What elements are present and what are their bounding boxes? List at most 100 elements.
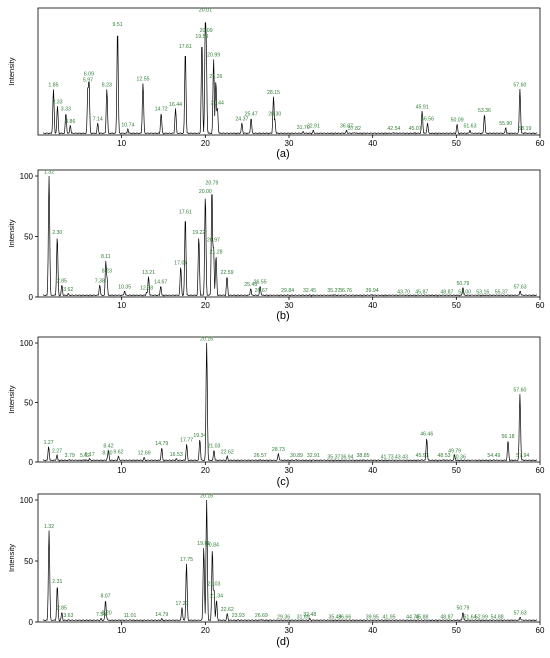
peak-label: 20.09 <box>200 28 213 34</box>
peak-label: 21.28 <box>210 249 223 255</box>
peak-label: 17.77 <box>180 438 193 444</box>
peak-label: 8.42 <box>103 444 113 450</box>
peak-label: 22.62 <box>221 607 234 613</box>
peak-label: 17.61 <box>179 44 192 50</box>
peak-label: 20.16 <box>200 494 213 500</box>
peak-label: 8.23 <box>102 83 112 89</box>
peak-label: 29.84 <box>281 288 294 294</box>
peak-label: 1.27 <box>44 440 54 446</box>
peak-label: 45.91 <box>416 453 429 459</box>
peak-label: 35.37 <box>327 288 340 294</box>
peak-label: 57.63 <box>514 284 527 290</box>
peak-label: 46.56 <box>421 116 434 122</box>
panel-caption: (c) <box>277 476 290 488</box>
peak-label: 3.63 <box>63 613 73 619</box>
y-tick-label: 50 <box>24 557 33 566</box>
peak-label: 49.79 <box>448 448 461 454</box>
plot-frame <box>37 493 541 623</box>
peak-label: 8.23 <box>102 269 112 275</box>
peak-label: 50.79 <box>456 281 469 287</box>
peak-label: 1.85 <box>48 83 58 89</box>
chromatogram-panel: 1.32 2.30 2.85 3.62 7.38 8.11 8.23 10.35 12.98 13… <box>7 170 545 323</box>
peak-label: 6.17 <box>85 452 95 458</box>
peak-label: 2.27 <box>52 448 62 454</box>
peak-label: 2.85 <box>57 278 67 284</box>
peak-label: 50.79 <box>456 606 469 612</box>
peak-label: 5.62 <box>80 453 90 459</box>
x-tick-label: 60 <box>536 466 545 475</box>
peak-label: 50.09 <box>451 118 464 124</box>
peak-label: 29.36 <box>277 614 290 620</box>
x-tick-label: 40 <box>368 139 377 148</box>
peak-label: 19.59 <box>195 34 208 40</box>
peak-label: 20.79 <box>205 180 218 186</box>
peak-label: 42.54 <box>387 126 400 132</box>
peak-label: 36.87 <box>340 124 353 130</box>
peak-label: 57.63 <box>514 611 527 617</box>
peak-label: 2.31 <box>52 579 62 585</box>
peak-label: 45.07 <box>409 126 422 132</box>
peak-label: 46.46 <box>420 432 433 438</box>
peak-label: 7.38 <box>95 278 105 284</box>
peak-label: 51.00 <box>458 289 471 295</box>
peak-label: 36.76 <box>339 288 352 294</box>
peak-label: 5.97 <box>83 78 93 84</box>
x-tick-label: 50 <box>452 139 461 148</box>
peak-label: 43.70 <box>397 289 410 295</box>
peak-label: 7.14 <box>93 116 103 122</box>
peak-label: 6.09 <box>84 72 94 78</box>
y-tick-label: 100 <box>20 172 34 181</box>
peak-label: 45.91 <box>416 104 429 110</box>
peak-label: 13.21 <box>142 270 155 276</box>
peak-label: 44.78 <box>406 614 419 620</box>
peak-label: 11.01 <box>124 613 137 619</box>
panel-caption: (a) <box>276 148 289 160</box>
peak-label: 39.95 <box>366 614 379 620</box>
peak-label: 17.61 <box>179 209 192 215</box>
x-tick-label: 30 <box>285 301 294 310</box>
peak-label: 19.22 <box>192 230 205 236</box>
y-tick-label: 100 <box>20 339 34 348</box>
peak-label: 52.99 <box>475 614 488 620</box>
x-tick-label: 30 <box>285 466 294 475</box>
x-tick-label: 50 <box>452 466 461 475</box>
y-tick-label: 0 <box>29 293 34 302</box>
x-tick-label: 20 <box>201 466 210 475</box>
peak-label: 10.35 <box>118 284 131 290</box>
y-axis-label: Intensity <box>7 385 16 413</box>
x-tick-label: 10 <box>117 139 126 148</box>
peak-label: 36.94 <box>341 454 354 460</box>
peak-label: 23.93 <box>232 613 245 619</box>
y-tick-label: 50 <box>24 399 33 408</box>
chromatogram-trace <box>42 499 538 622</box>
peak-label: 55.37 <box>495 289 508 295</box>
peak-label: 14.72 <box>155 107 168 113</box>
peak-label: 31.70 <box>297 125 310 131</box>
peak-label: 2.33 <box>52 99 62 105</box>
peak-label: 26.69 <box>255 613 268 619</box>
peak-label: 37.82 <box>348 126 361 132</box>
peak-label: 45.88 <box>415 614 428 620</box>
peak-label: 54.49 <box>487 453 500 459</box>
peak-label: 17.21 <box>175 601 188 607</box>
peak-label: 30.89 <box>290 453 303 459</box>
peak-label: 26.67 <box>255 288 268 294</box>
peak-label: 57.94 <box>516 453 529 459</box>
peak-label: 53.16 <box>476 289 489 295</box>
x-tick-label: 10 <box>117 301 126 310</box>
peak-label: 35.37 <box>327 454 340 460</box>
peak-label: 56.18 <box>502 434 515 440</box>
x-tick-label: 10 <box>117 466 126 475</box>
y-axis-label: Intensity <box>7 219 16 247</box>
peak-label: 57.60 <box>513 83 526 89</box>
peak-label: 21.26 <box>209 74 222 80</box>
plot-frame <box>37 169 541 298</box>
peak-label: 32.91 <box>307 453 320 459</box>
peak-label: 1.32 <box>44 170 54 176</box>
peak-label: 14.79 <box>155 441 168 447</box>
peak-label: 53.36 <box>478 108 491 114</box>
peak-label: 48.87 <box>440 289 453 295</box>
y-axis-label: Intensity <box>7 57 16 85</box>
peak-label: 55.90 <box>499 121 512 127</box>
peak-label: 1.32 <box>44 524 54 530</box>
